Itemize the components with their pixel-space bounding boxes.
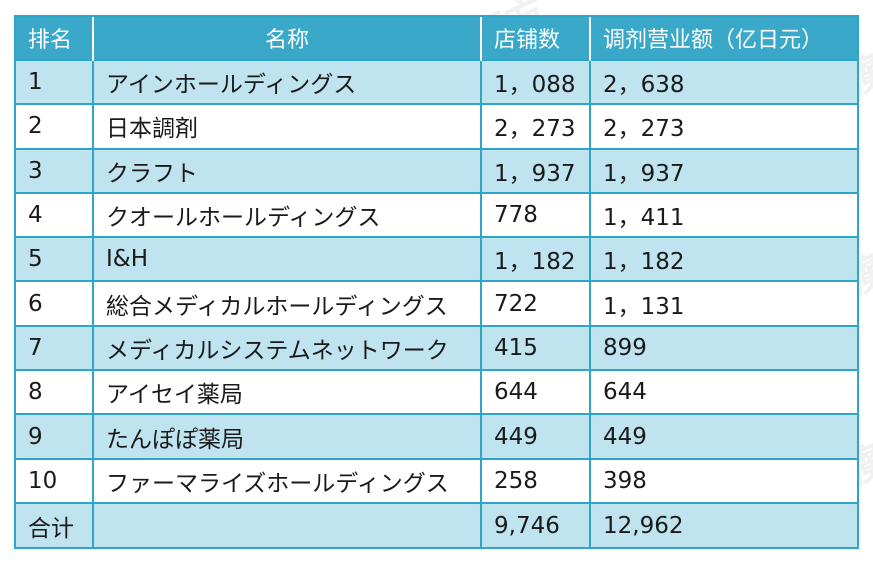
cell-stores: 644	[481, 369, 591, 415]
cell-name: アインホールディングス	[93, 58, 482, 105]
cell-rank: 3	[16, 147, 94, 193]
table-row: 7 メディカルシステムネットワーク 415 899	[16, 324, 857, 371]
cell-rank: 1	[16, 58, 94, 105]
cell-name: クラフト	[93, 147, 482, 193]
cell-revenue: 1，411	[590, 191, 857, 238]
cell-rank: 2	[16, 103, 94, 149]
cell-name: I&H	[93, 236, 482, 282]
table-row: 3 クラフト 1，937 1，937	[16, 147, 857, 193]
table-row: 6 総合メディカルホールディングス 722 1，131	[16, 280, 857, 326]
header-name: 名称	[93, 17, 482, 60]
cell-stores: 722	[481, 280, 591, 326]
header-stores: 店铺数	[481, 17, 591, 60]
cell-stores: 449	[481, 413, 591, 459]
cell-name: アイセイ薬局	[93, 369, 482, 415]
cell-rank: 8	[16, 369, 94, 415]
cell-revenue: 1，131	[590, 280, 857, 326]
cell-stores: 1，088	[481, 58, 591, 105]
cell-total-label: 合计	[16, 501, 94, 548]
total-row: 合计 9,746 12,962	[16, 501, 857, 548]
cell-total-revenue: 12,962	[590, 501, 857, 548]
table-row: 10 ファーマライズホールディングス 258 398	[16, 457, 857, 503]
cell-rank: 4	[16, 191, 94, 238]
cell-revenue: 2，273	[590, 103, 857, 149]
cell-name: クオールホールディングス	[93, 191, 482, 238]
cell-revenue: 1，182	[590, 236, 857, 282]
table-row: 8 アイセイ薬局 644 644	[16, 369, 857, 415]
cell-revenue: 449	[590, 413, 857, 459]
cell-name: メディカルシステムネットワーク	[93, 324, 482, 371]
table-header-row: 排名 名称 店铺数 调剂营业额（亿日元）	[16, 17, 857, 60]
table-row: 4 クオールホールディングス 778 1，411	[16, 191, 857, 238]
cell-name: たんぽぽ薬局	[93, 413, 482, 459]
cell-stores: 415	[481, 324, 591, 371]
cell-stores: 2，273	[481, 103, 591, 149]
cell-stores: 1，182	[481, 236, 591, 282]
cell-stores: 258	[481, 457, 591, 503]
cell-revenue: 644	[590, 369, 857, 415]
table-row: 5 I&H 1，182 1，182	[16, 236, 857, 282]
cell-name: ファーマライズホールディングス	[93, 457, 482, 503]
cell-rank: 7	[16, 324, 94, 371]
header-rank: 排名	[16, 17, 94, 60]
cell-revenue: 1，937	[590, 147, 857, 193]
cell-rank: 9	[16, 413, 94, 459]
cell-revenue: 2，638	[590, 58, 857, 105]
cell-revenue: 398	[590, 457, 857, 503]
header-revenue: 调剂营业额（亿日元）	[603, 28, 824, 53]
cell-name: 日本調剤	[93, 103, 482, 149]
cell-rank: 6	[16, 280, 94, 326]
cell-total-stores: 9,746	[481, 501, 591, 548]
cell-revenue: 899	[590, 324, 857, 371]
table-row: 2 日本調剤 2，273 2，273	[16, 103, 857, 149]
table-row: 1 アインホールディングス 1，088 2，638	[16, 58, 857, 105]
cell-name: 総合メディカルホールディングス	[93, 280, 482, 326]
cell-total-name	[93, 501, 482, 548]
cell-stores: 1，937	[481, 147, 591, 193]
ranking-table-container: 排名 名称 店铺数 调剂营业额（亿日元） 1 アインホールディングス 1，088…	[14, 15, 859, 550]
cell-rank: 10	[16, 457, 94, 503]
table-row: 9 たんぽぽ薬局 449 449	[16, 413, 857, 459]
cell-rank: 5	[16, 236, 94, 282]
pharmacy-ranking-table: 排名 名称 店铺数 调剂营业额（亿日元） 1 アインホールディングス 1，088…	[16, 17, 857, 548]
cell-stores: 778	[481, 191, 591, 238]
